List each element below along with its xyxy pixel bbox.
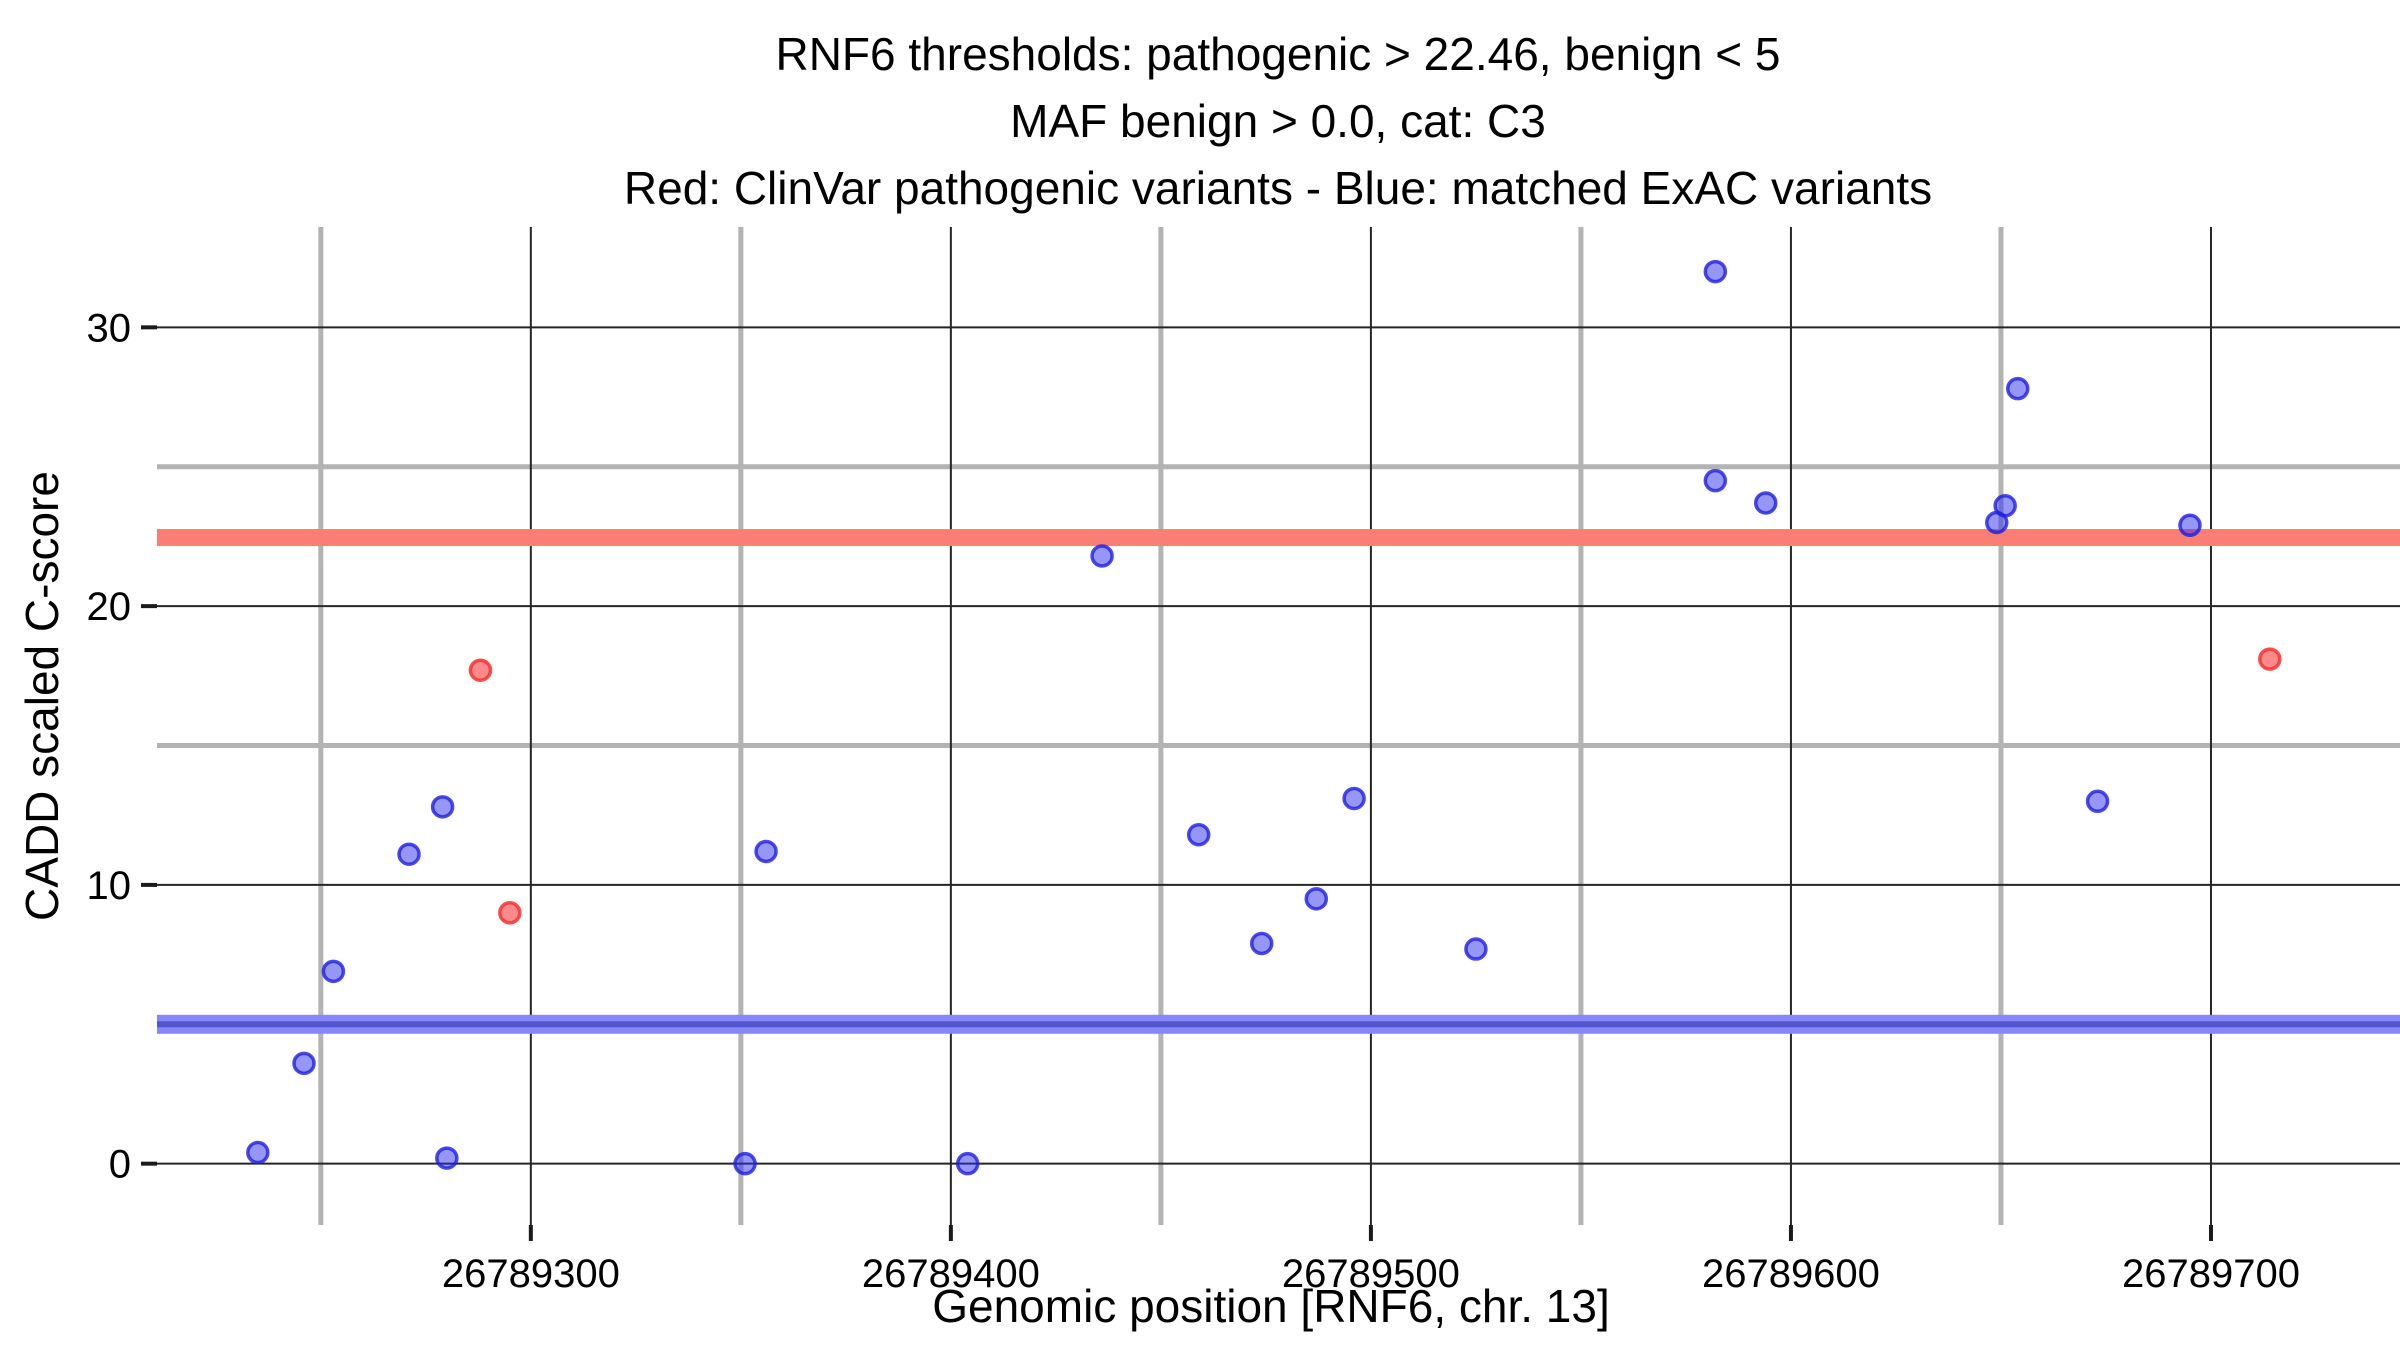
x-tick-label: 26789400 — [862, 1252, 1040, 1296]
x-tick-label: 26789600 — [1702, 1252, 1880, 1296]
data-point-clinvar-pathogenic — [498, 901, 522, 925]
data-point-exac — [1090, 544, 1114, 568]
data-point-exac — [2006, 376, 2030, 401]
x-tick-label: 26789300 — [442, 1252, 620, 1296]
data-point-exac — [1703, 259, 1728, 284]
data-point-exac — [1464, 937, 1488, 961]
data-point-exac — [1342, 786, 1366, 811]
y-tick-label: 10 — [87, 864, 132, 908]
data-point-exac — [2178, 513, 2202, 538]
benign-threshold-band-core — [157, 1021, 2400, 1028]
axis-ticks — [141, 325, 2213, 1241]
data-point-exac — [1993, 494, 2017, 518]
data-point-exac — [2085, 789, 2110, 814]
data-point-exac — [1186, 822, 1211, 847]
pathogenic-threshold-band — [157, 529, 2400, 547]
data-point-exac — [955, 1151, 980, 1176]
data-point-exac — [733, 1151, 757, 1176]
y-tick-label: 20 — [87, 585, 132, 629]
data-point-exac — [1703, 468, 1728, 493]
data-point-clinvar-pathogenic — [468, 658, 493, 682]
minor-gridlines — [157, 227, 2400, 1225]
axis-tick-labels: 0 10 20 30 26789300 26789400 26789500 26789600 2… — [87, 306, 2300, 1296]
y-tick-label: 0 — [109, 1143, 131, 1187]
chart-title-line1: RNF6 thresholds: pathogenic > 22.46, ben… — [775, 28, 1780, 80]
major-gridlines — [157, 227, 2400, 1225]
x-tick-label: 26789700 — [2122, 1252, 2300, 1296]
threshold-bands — [157, 529, 2400, 1034]
data-point-exac — [246, 1140, 270, 1165]
data-point-exac — [1249, 931, 1274, 956]
data-point-exac — [1753, 491, 1778, 515]
data-point-exac — [754, 839, 778, 864]
y-tick-label: 30 — [87, 306, 132, 350]
data-point-exac — [430, 795, 455, 819]
data-point-clinvar-pathogenic — [2258, 647, 2282, 671]
data-point-exac — [292, 1051, 316, 1076]
data-point-exac — [435, 1146, 459, 1170]
data-points — [246, 259, 2282, 1176]
y-axis-title: CADD scaled C-score — [16, 471, 68, 921]
chart-title-line2: MAF benign > 0.0, cat: C3 — [1010, 95, 1546, 147]
data-point-exac — [321, 959, 346, 984]
x-tick-label: 26789500 — [1282, 1252, 1460, 1296]
x-axis-title: Genomic position [RNF6, chr. 13] — [932, 1280, 1610, 1332]
chart-title-line3-legend: Red: ClinVar pathogenic variants - Blue:… — [624, 162, 1932, 214]
data-point-exac — [397, 842, 421, 866]
data-point-exac — [1304, 887, 1329, 911]
